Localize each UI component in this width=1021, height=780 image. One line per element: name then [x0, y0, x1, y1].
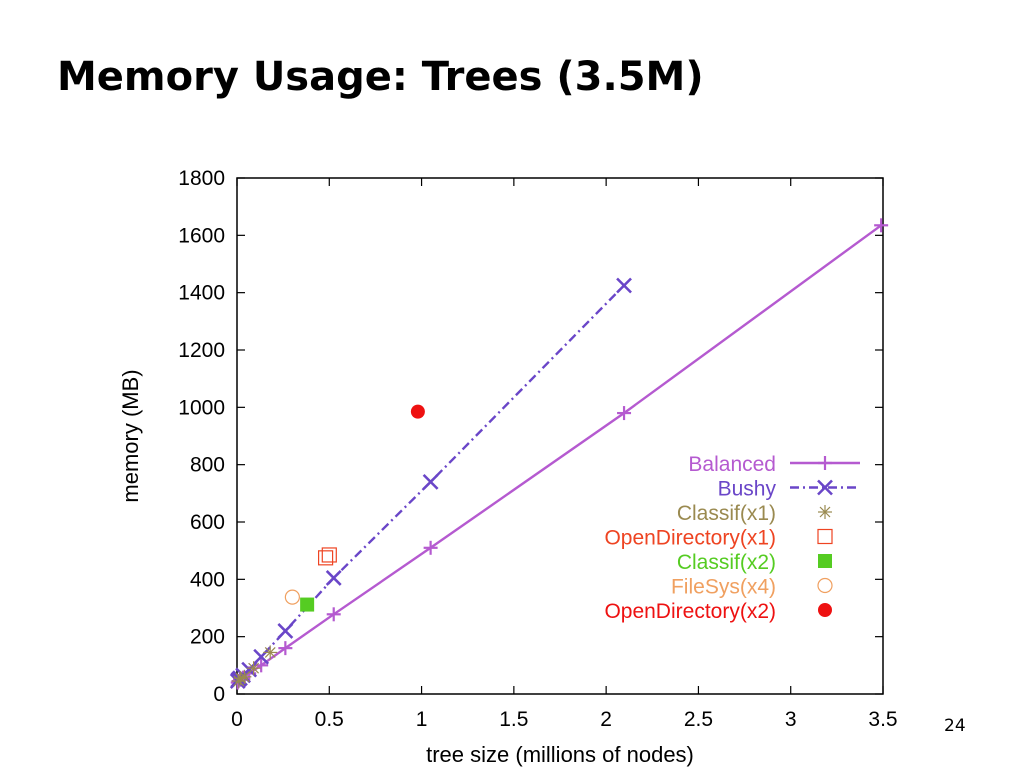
x-tick-label: 3.5	[868, 708, 897, 731]
y-tick-label: 400	[190, 568, 225, 591]
data-point-classif-x1	[237, 669, 252, 684]
legend-label-balanced: Balanced	[688, 453, 776, 476]
legend-marker-balanced	[818, 456, 832, 470]
x-tick-label: 0.5	[315, 708, 344, 731]
data-point-opendirectory-x1	[321, 547, 337, 563]
x-tick-label: 2	[600, 708, 612, 731]
x-axis: 0 0.5 1 1.5 2 2.5 3 3.5	[231, 178, 898, 731]
x-tick-label: 1.5	[499, 708, 528, 731]
data-point-balanced	[278, 641, 293, 656]
marker-stroke	[325, 569, 342, 586]
legend-label-bushy: Bushy	[718, 478, 777, 501]
series-bushy	[229, 277, 632, 690]
x-tick-label: 0	[231, 708, 243, 731]
legend-marker-bushy	[817, 479, 833, 496]
y-tick-label: 1200	[178, 339, 225, 362]
legend-marker-classif-x2	[818, 554, 832, 568]
data-point-balanced	[617, 406, 632, 421]
legend-label-classif-x1: Classif(x1)	[677, 502, 776, 525]
series-filesys-x4	[284, 589, 300, 605]
y-tick-label: 0	[213, 683, 225, 706]
legend-label-opendirectory-x2: OpenDirectory(x2)	[604, 600, 776, 623]
data-point-bushy	[277, 623, 294, 639]
y-tick-label: 1400	[178, 282, 225, 305]
x-tick-label: 2.5	[684, 708, 713, 731]
marker-stroke	[616, 277, 632, 294]
y-tick-label: 600	[190, 511, 225, 534]
data-point-bushy	[325, 569, 342, 586]
legend-label-filesys-x4: FileSys(x4)	[671, 576, 776, 599]
data-point-balanced	[874, 218, 889, 233]
legend-marker-filesys-x4	[817, 577, 833, 594]
series-opendirectory-x2	[410, 404, 425, 419]
legend-label-opendirectory-x1: OpenDirectory(x1)	[604, 527, 776, 550]
slide-title: Memory Usage: Trees (3.5M)	[57, 54, 704, 100]
marker-stroke	[817, 479, 833, 496]
marker-stroke	[264, 647, 276, 658]
data-point-balanced	[326, 607, 341, 622]
marker-stroke	[238, 671, 250, 683]
y-tick-label: 1000	[178, 396, 225, 419]
legend-marker-opendirectory-x2	[818, 603, 832, 617]
x-tick-label: 1	[416, 708, 428, 731]
data-point-opendirectory-x2	[410, 404, 425, 419]
y-axis: 0 200 400 600 800 1000 1200 1400 1600 1800	[178, 167, 883, 706]
data-point-bushy	[616, 277, 632, 294]
marker-stroke	[422, 473, 439, 490]
data-point-classif-x1	[246, 661, 261, 676]
y-tick-label: 800	[190, 454, 225, 477]
y-axis-label: memory (MB)	[118, 369, 143, 502]
legend-label-classif-x2: Classif(x2)	[677, 551, 776, 574]
x-tick-label: 3	[785, 708, 797, 731]
series-opendirectory-x1	[317, 547, 337, 566]
y-tick-label: 200	[190, 626, 225, 649]
data-point-classif-x1	[263, 645, 278, 660]
series-balanced	[230, 218, 889, 690]
legend: BalancedBushyClassif(x1)OpenDirectory(x1…	[604, 453, 860, 623]
y-tick-label: 1800	[178, 167, 225, 190]
marker-stroke	[819, 506, 831, 518]
series-classif-x2	[300, 597, 315, 612]
legend-marker-opendirectory-x1	[817, 528, 833, 545]
data-point-balanced	[423, 540, 438, 555]
marker-stroke	[277, 623, 294, 639]
data-point-classif-x2	[300, 597, 315, 612]
legend-marker-classif-x1	[818, 505, 832, 519]
page-number: 24	[944, 716, 966, 736]
y-tick-label: 1600	[178, 224, 225, 247]
x-axis-label: tree size (millions of nodes)	[426, 742, 694, 767]
series-layer	[229, 218, 889, 690]
data-point-opendirectory-x1	[317, 550, 334, 566]
series-classif-x1	[231, 645, 278, 689]
data-point-filesys-x4	[284, 589, 300, 605]
data-point-bushy	[422, 473, 439, 490]
plot-frame	[236, 177, 884, 695]
marker-stroke	[248, 662, 260, 674]
